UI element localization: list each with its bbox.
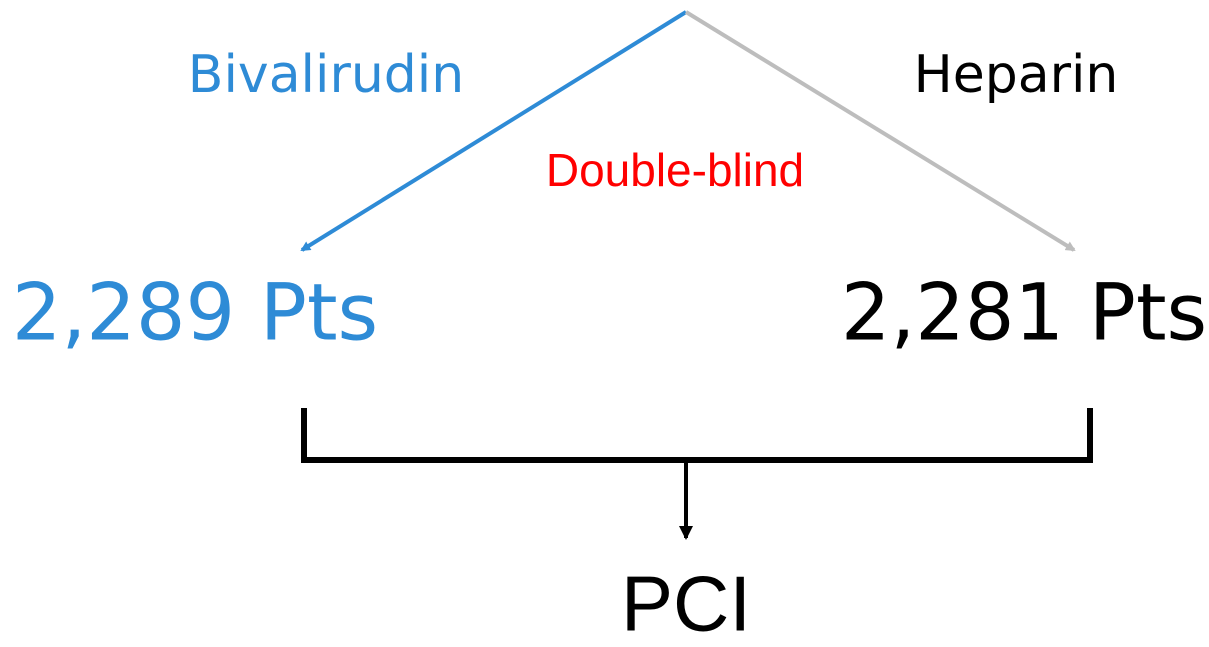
bracket: [301, 408, 1093, 463]
arm-label: Bivalirudin: [188, 45, 464, 105]
patient-count: 2,281 Pts: [841, 268, 1207, 358]
arm-label: Heparin: [914, 45, 1119, 105]
patient-count: 2,289 Pts: [12, 268, 378, 358]
procedure-label: PCI: [621, 560, 751, 647]
arrow-right: [684, 10, 1076, 252]
arrow-left: [300, 10, 688, 252]
blinding-label: Double-blind: [546, 144, 804, 196]
